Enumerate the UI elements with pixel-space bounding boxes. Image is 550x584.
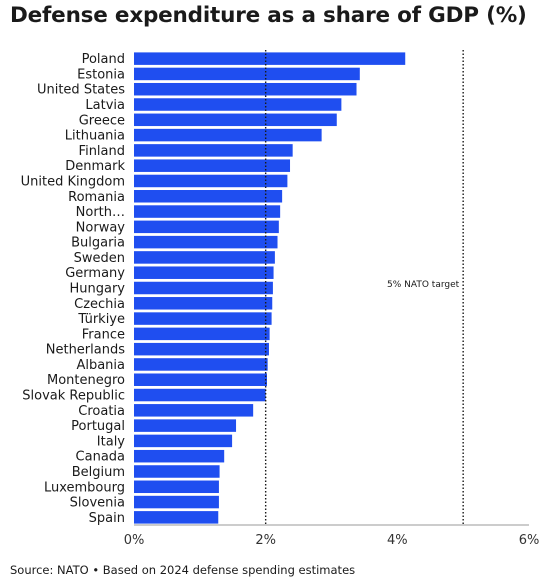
- category-label: Italy: [97, 434, 126, 449]
- category-label: Türkiye: [77, 312, 125, 327]
- bar: [134, 67, 360, 81]
- category-label: Spain: [89, 511, 125, 526]
- bar: [134, 98, 342, 111]
- source-note: Source: NATO • Based on 2024 defense spe…: [10, 563, 356, 577]
- category-label: Latvia: [85, 98, 125, 113]
- bar: [134, 297, 273, 310]
- category-label: Luxembourg: [44, 480, 125, 495]
- x-tick-label: 2%: [255, 533, 276, 548]
- category-label: France: [82, 327, 125, 342]
- reference-label: 5% NATO target: [387, 280, 460, 290]
- category-label: Denmark: [65, 159, 125, 174]
- chart-title: Defense expenditure as a share of GDP (%…: [10, 3, 527, 28]
- category-label: Canada: [76, 450, 125, 465]
- bar: [134, 159, 291, 172]
- category-label: Romania: [68, 190, 125, 205]
- x-tick-label: 0%: [124, 533, 145, 548]
- bar: [134, 511, 219, 524]
- bar: [134, 174, 288, 188]
- bar: [134, 144, 293, 157]
- x-tick-label: 6%: [519, 533, 540, 548]
- bar: [134, 82, 357, 96]
- category-label: Portugal: [71, 419, 125, 434]
- bar: [134, 312, 272, 325]
- category-label: Germany: [65, 266, 125, 281]
- category-label: Sweden: [74, 251, 125, 266]
- bar: [134, 480, 219, 494]
- category-label: Lithuania: [65, 129, 125, 144]
- bar: [134, 220, 279, 234]
- bar: [134, 251, 275, 264]
- bar: [134, 465, 220, 478]
- bar: [134, 388, 266, 402]
- bar: [134, 342, 269, 356]
- category-label: Montenegro: [47, 373, 125, 388]
- bar: [134, 419, 237, 432]
- category-label: Finland: [79, 144, 125, 159]
- bar: [134, 190, 283, 203]
- category-label: Greece: [79, 113, 125, 128]
- category-label: Czechia: [74, 297, 125, 312]
- bar: [134, 113, 337, 127]
- bar: [134, 495, 219, 509]
- category-label: North…: [76, 205, 125, 220]
- category-label: Estonia: [77, 67, 125, 82]
- category-label: Albania: [76, 358, 125, 373]
- bar: [134, 358, 268, 371]
- bar: [134, 205, 281, 218]
- bar: [134, 235, 278, 249]
- category-label: Norway: [76, 220, 126, 235]
- category-label: Netherlands: [46, 343, 125, 358]
- category-label: Poland: [82, 52, 125, 67]
- bar: [134, 449, 225, 463]
- category-label: United States: [37, 83, 125, 98]
- bar: [134, 266, 274, 279]
- category-label: United Kingdom: [21, 174, 125, 189]
- category-label: Croatia: [78, 404, 125, 419]
- category-label: Slovenia: [70, 496, 125, 511]
- bar: [134, 281, 273, 295]
- category-label: Slovak Republic: [22, 389, 125, 404]
- bar: [134, 52, 406, 65]
- x-tick-label: 4%: [387, 533, 408, 548]
- bar: [134, 434, 233, 448]
- bar: [134, 128, 322, 142]
- category-label: Hungary: [69, 282, 125, 297]
- category-label: Bulgaria: [71, 236, 125, 251]
- bar: [134, 404, 254, 417]
- bar: [134, 373, 267, 386]
- category-label: Belgium: [72, 465, 125, 480]
- bar: [134, 327, 270, 341]
